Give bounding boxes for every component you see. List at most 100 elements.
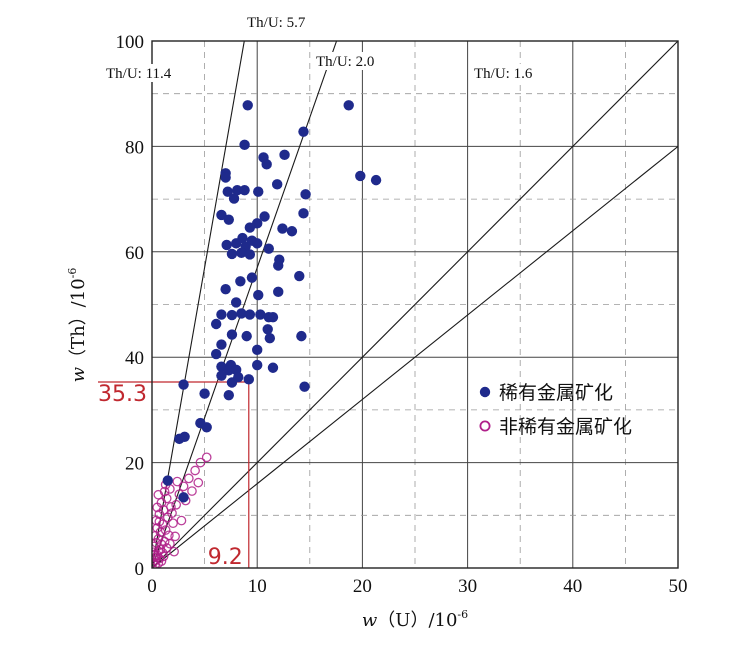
x-tick-label: 0 [147, 576, 157, 597]
point-rare-metal [255, 309, 266, 320]
point-rare-metal [253, 289, 264, 301]
point-non-rare-metal [170, 531, 180, 542]
point-rare-metal [262, 324, 273, 335]
ratio-label-bg [472, 64, 535, 82]
point-rare-metal [235, 276, 246, 287]
y-tick-label: 40 [125, 348, 144, 369]
point-rare-metal [261, 159, 272, 170]
x-tick-label: 20 [353, 576, 372, 597]
point-rare-metal [294, 270, 305, 282]
legend: 稀有金属矿化 非稀有金属矿化 [479, 382, 632, 438]
threshold-y-label: 35.3 [98, 382, 147, 407]
point-rare-metal [244, 309, 256, 320]
point-non-rare-metal [159, 486, 170, 497]
point-non-rare-metal [187, 486, 197, 496]
ratio-labels: Th/U: 11.4 Th/U: 5.7 Th/U: 2.0 Th/U: 1.6 [104, 13, 535, 82]
point-rare-metal [223, 389, 234, 401]
legend-label-non-rare-metal: 非稀有金属矿化 [499, 416, 632, 438]
y-tick-label: 20 [125, 454, 144, 475]
point-non-rare-metal [165, 538, 175, 549]
point-rare-metal [210, 318, 222, 330]
ratio-line [152, 145, 678, 568]
x-tick-label: 40 [563, 576, 582, 597]
point-rare-metal [220, 172, 231, 183]
point-rare-metal [252, 238, 263, 249]
point-rare-metal [343, 100, 354, 111]
point-non-rare-metal [190, 465, 200, 476]
ratio-label: Th/U: 1.6 [474, 66, 533, 82]
threshold-x-label: 9.2 [208, 545, 243, 570]
point-rare-metal [273, 286, 284, 298]
point-non-rare-metal [158, 551, 169, 562]
point-rare-metal [252, 344, 263, 356]
point-rare-metal [178, 379, 189, 390]
point-rare-metal [244, 222, 256, 233]
point-non-rare-metal [152, 547, 159, 558]
x-tick-label: 50 [669, 576, 688, 597]
point-rare-metal [279, 149, 290, 161]
x-axis-title: w（U）/10-6 [362, 608, 468, 631]
point-rare-metal [228, 193, 240, 204]
ratio-label-bg [104, 64, 174, 82]
point-non-rare-metal [169, 546, 179, 557]
point-rare-metal [226, 309, 238, 321]
point-rare-metal [242, 100, 253, 111]
point-rare-metal [220, 284, 231, 295]
y-tick-label: 60 [125, 243, 144, 264]
point-rare-metal [222, 186, 233, 197]
point-rare-metal [267, 311, 279, 323]
point-rare-metal [298, 126, 309, 137]
point-non-rare-metal [178, 481, 189, 492]
point-rare-metal [223, 214, 234, 225]
point-rare-metal [267, 362, 279, 373]
point-rare-metal [370, 174, 382, 186]
y-tick-label: 0 [135, 559, 145, 580]
point-rare-metal [236, 247, 247, 259]
point-rare-metal [221, 239, 232, 251]
ratio-line [152, 41, 678, 568]
point-rare-metal [244, 249, 256, 260]
point-rare-metal [277, 223, 288, 234]
x-tick-label: 30 [458, 576, 477, 597]
point-non-rare-metal [167, 508, 177, 519]
point-non-rare-metal [152, 502, 163, 513]
ratio-label: Th/U: 5.7 [247, 15, 306, 31]
point-rare-metal [210, 348, 222, 360]
point-non-rare-metal [193, 477, 204, 488]
point-non-rare-metal [166, 502, 176, 512]
point-rare-metal [239, 139, 250, 151]
ratio-label-bg [314, 52, 377, 70]
ratio-label: Th/U: 2.0 [316, 54, 374, 70]
point-rare-metal [286, 226, 298, 237]
point-rare-metal [239, 184, 250, 196]
legend-label-rare-metal: 稀有金属矿化 [499, 382, 613, 404]
point-rare-metal [355, 170, 366, 182]
point-non-rare-metal [201, 452, 212, 463]
point-rare-metal [246, 272, 258, 283]
tick-labels: 0 10 20 30 40 50 0 20 40 60 80 100 [116, 32, 688, 597]
point-rare-metal [230, 238, 242, 249]
ratio-label-bg [245, 13, 308, 31]
y-axis-title: w（Th）/10-6 [66, 268, 89, 383]
point-rare-metal [216, 309, 227, 320]
point-rare-metal [216, 370, 227, 381]
point-rare-metal [252, 359, 263, 371]
threshold-labels: 35.3 9.2 [98, 382, 243, 570]
y-tick-label: 80 [125, 137, 144, 158]
point-non-rare-metal [195, 457, 206, 468]
point-rare-metal [230, 297, 242, 308]
legend-marker-filled [479, 386, 491, 398]
point-non-rare-metal [152, 550, 159, 561]
point-rare-metal [273, 260, 284, 271]
point-rare-metal [264, 333, 276, 344]
point-rare-metal [298, 208, 309, 219]
point-non-rare-metal [156, 556, 167, 566]
point-rare-metal [236, 308, 247, 319]
point-rare-metal [299, 381, 310, 392]
point-rare-metal [241, 330, 252, 342]
point-rare-metal [201, 422, 212, 433]
point-rare-metal [226, 377, 238, 388]
x-tick-label: 10 [248, 576, 267, 597]
point-rare-metal [259, 211, 270, 222]
